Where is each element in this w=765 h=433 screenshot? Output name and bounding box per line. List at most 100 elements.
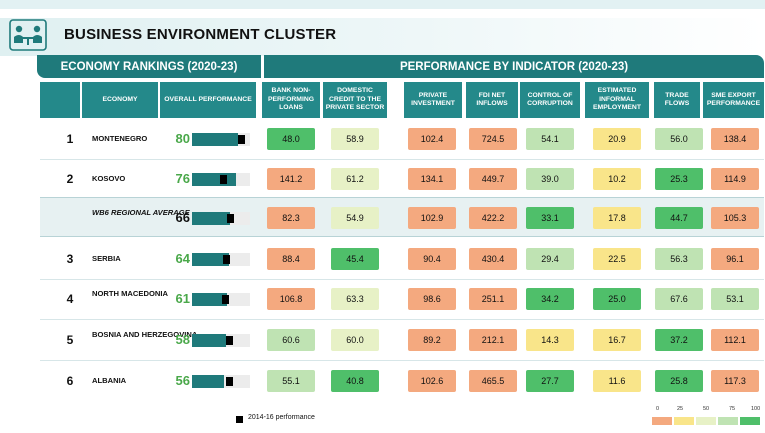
indicator-cell-2: 134.1 (408, 168, 456, 190)
overall-bar-fill (192, 334, 226, 347)
overall-bar (192, 375, 250, 388)
overall-bar (192, 133, 250, 146)
row-separator (40, 279, 764, 280)
overall-bar-fill (192, 133, 239, 146)
indicator-cell-2: 102.9 (408, 207, 456, 229)
indicator-cell-6: 25.3 (655, 168, 703, 190)
table-row: 1 MONTENEGRO 80 48.0 58.9 102.4 724.5 54.1 20.9 5… (40, 119, 764, 159)
scale-swatch-0 (652, 417, 672, 425)
indicator-cell-6: 44.7 (655, 207, 703, 229)
scale-label-50: 50 (703, 406, 710, 412)
overall-bar-fill (192, 173, 237, 186)
indicator-cell-3: 724.5 (469, 128, 517, 150)
indicator-cell-6: 25.8 (655, 370, 703, 392)
header-indicator-7: SME EXPORT PERFORMANCE (703, 82, 764, 118)
indicator-cell-7: 96.1 (711, 248, 759, 270)
header-indicator-6: TRADE FLOWS (654, 82, 700, 118)
rank: 1 (66, 132, 74, 146)
indicator-cell-0: 141.2 (267, 168, 315, 190)
indicator-cell-6: 56.0 (655, 128, 703, 150)
indicator-cell-2: 102.4 (408, 128, 456, 150)
overall-bar-fill (192, 212, 231, 225)
indicator-cell-0: 106.8 (267, 288, 315, 310)
baseline-marker (221, 295, 229, 304)
indicator-cell-3: 449.7 (469, 168, 517, 190)
baseline-marker (227, 214, 235, 223)
indicator-cell-7: 117.3 (711, 370, 759, 392)
baseline-marker (220, 175, 228, 184)
indicator-cell-1: 58.9 (331, 128, 379, 150)
scale-label-75: 75 (729, 406, 736, 412)
indicator-cell-1: 45.4 (331, 248, 379, 270)
section-performance-by-indicator: PERFORMANCE BY INDICATOR (2020-23) (264, 55, 764, 78)
economy-name: SERBIA (92, 254, 121, 263)
scale-label-100: 100 (751, 406, 761, 412)
indicator-cell-6: 56.3 (655, 248, 703, 270)
page-title: BUSINESS ENVIRONMENT CLUSTER (64, 26, 337, 43)
indicator-cell-3: 422.2 (469, 207, 517, 229)
indicator-cell-4: 34.2 (526, 288, 574, 310)
header-overall-performance: OVERALL PERFORMANCE (160, 82, 256, 118)
indicator-cell-3: 251.1 (469, 288, 517, 310)
header-indicator-0: BANK NON-PERFORMING LOANS (262, 82, 320, 118)
scale-label-0: 0 (656, 406, 660, 412)
indicator-cell-7: 114.9 (711, 168, 759, 190)
overall-score: 80 (175, 131, 190, 146)
header-indicator-1: DOMESTIC CREDIT TO THE PRIVATE SECTOR (323, 82, 387, 118)
rank: 2 (66, 172, 74, 186)
overall-score: 66 (175, 210, 190, 225)
indicator-cell-7: 105.3 (711, 207, 759, 229)
indicator-cell-3: 212.1 (469, 329, 517, 351)
overall-bar (192, 293, 250, 306)
indicator-cell-0: 88.4 (267, 248, 315, 270)
indicator-cell-5: 11.6 (593, 370, 641, 392)
indicator-cell-2: 89.2 (408, 329, 456, 351)
header-indicator-4: CONTROL OF CORRUPTION (520, 82, 580, 118)
header-economy: ECONOMY (82, 82, 158, 118)
table-row: 6 ALBANIA 56 55.1 40.8 102.6 465.5 27.7 11.6 25.8… (40, 361, 764, 401)
indicator-cell-5: 25.0 (593, 288, 641, 310)
overall-score: 58 (175, 332, 190, 347)
overall-bar (192, 212, 250, 225)
title-band (0, 18, 765, 56)
indicator-cell-5: 10.2 (593, 168, 641, 190)
table-row: 3 SERBIA 64 88.4 45.4 90.4 430.4 29.4 22.5 56.3 96… (40, 239, 764, 279)
header-indicator-5: ESTIMATED INFORMAL EMPLOYMENT (585, 82, 649, 118)
header-indicator-3: FDI NET INFLOWS (466, 82, 518, 118)
overall-bar-fill (192, 375, 225, 388)
economy-name: WB6 REGIONAL AVERAGE (92, 208, 190, 217)
rank: 6 (66, 374, 74, 388)
indicator-cell-0: 48.0 (267, 128, 315, 150)
indicator-cell-7: 138.4 (711, 128, 759, 150)
indicator-cell-5: 20.9 (593, 128, 641, 150)
indicator-cell-6: 67.6 (655, 288, 703, 310)
table-row: 4 NORTH MACEDONIA 61 106.8 63.3 98.6 251.1 34.2… (40, 279, 764, 319)
indicator-cell-5: 16.7 (593, 329, 641, 351)
overall-bar (192, 253, 250, 266)
scale-swatch-2 (696, 417, 716, 425)
overall-bar (192, 173, 250, 186)
indicator-cell-0: 60.6 (267, 329, 315, 351)
indicator-cell-4: 39.0 (526, 168, 574, 190)
meeting-people-icon (9, 19, 47, 51)
rank: 5 (66, 333, 74, 347)
row-separator (40, 159, 764, 160)
rank: 3 (66, 252, 74, 266)
header-rank (40, 82, 80, 118)
economy-name: ALBANIA (92, 376, 127, 385)
rank: 4 (66, 292, 74, 306)
overall-score: 64 (175, 251, 190, 266)
indicator-cell-2: 90.4 (408, 248, 456, 270)
indicator-cell-4: 33.1 (526, 207, 574, 229)
indicator-cell-0: 55.1 (267, 370, 315, 392)
indicator-cell-3: 430.4 (469, 248, 517, 270)
indicator-cell-1: 63.3 (331, 288, 379, 310)
overall-bar-fill (192, 253, 230, 266)
scale-label-25: 25 (677, 406, 684, 412)
indicator-cell-1: 40.8 (331, 370, 379, 392)
indicator-cell-6: 37.2 (655, 329, 703, 351)
table-row: WB6 REGIONAL AVERAGE 66 82.3 54.9 102.9 422.2… (40, 197, 764, 237)
indicator-cell-5: 17.8 (593, 207, 641, 229)
baseline-marker (226, 336, 234, 345)
